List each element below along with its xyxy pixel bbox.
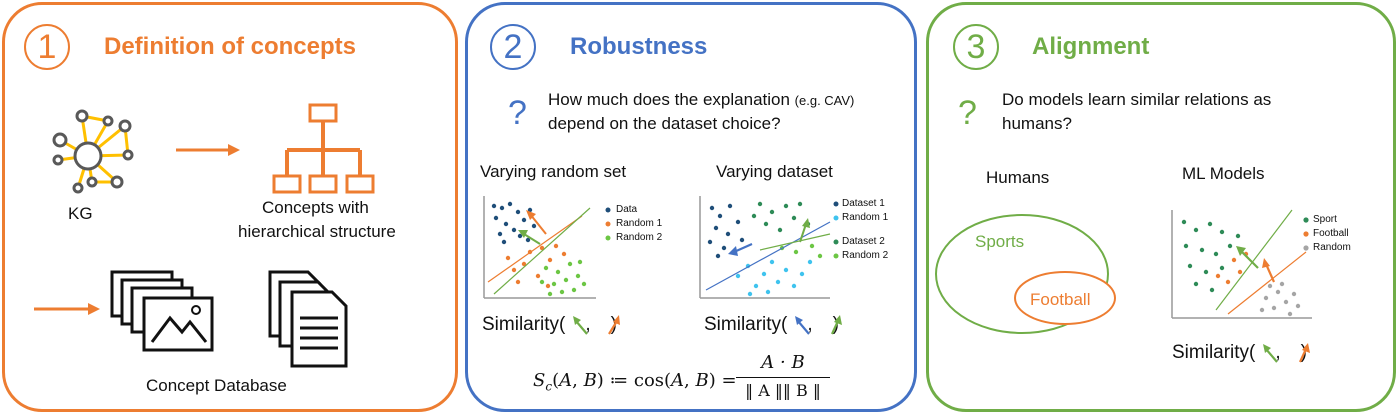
knowledge-graph-icon <box>52 109 134 194</box>
image-stack-icon <box>110 270 214 352</box>
arrow-right-icon <box>34 303 100 315</box>
panel-title: Robustness <box>570 33 708 60</box>
venn-sports-label: Sports <box>975 232 1025 251</box>
similarity-ml: Similarity(,) <box>1172 342 1307 363</box>
ml-models-label: ML Models <box>1182 164 1265 183</box>
step-number: 3 <box>953 24 999 70</box>
blue-arrow-icon <box>795 316 810 335</box>
database-label: Concept Database <box>146 376 287 395</box>
orange-arrow-icon <box>1299 343 1310 363</box>
hierarchy-label-line2: hierarchical structure <box>238 222 396 241</box>
venn-diagram <box>935 214 1116 334</box>
document-stack-icon <box>268 270 348 368</box>
venn-football-label: Football <box>1030 290 1091 309</box>
ml-models-scatter-plot <box>1171 209 1312 319</box>
question-mark-icon: ? <box>508 94 527 132</box>
similarity-left: Similarity(,) <box>482 314 617 335</box>
question-line1: How much does the explanation (e.g. CAV) <box>548 90 855 109</box>
legend-item: Random 2 <box>616 232 663 243</box>
left-plot-title: Varying random set <box>480 162 627 181</box>
similarity-right: Similarity(,) <box>704 314 839 335</box>
panel-title: Alignment <box>1032 33 1150 60</box>
varying-dataset-scatter-plot <box>699 196 839 299</box>
question-line1: Do models learn similar relations as <box>1002 90 1272 109</box>
legend-item: Random 1 <box>842 212 889 223</box>
legend-item: Dataset 1 <box>842 198 885 209</box>
step-number: 1 <box>24 24 70 70</box>
arrow-right-icon <box>176 144 240 156</box>
right-plot-title: Varying dataset <box>716 162 833 181</box>
legend-item: Dataset 2 <box>842 236 885 247</box>
alignment-panel <box>926 2 1396 412</box>
legend-item: Random 1 <box>616 218 663 229</box>
random-set-scatter-plot <box>483 196 611 299</box>
humans-label: Humans <box>986 168 1050 187</box>
panel-title: Definition of concepts <box>104 33 356 60</box>
question-line2: depend on the dataset choice? <box>548 114 781 133</box>
robustness-panel <box>465 2 917 412</box>
legend-item: Random <box>1313 242 1351 253</box>
legend-item: Random 2 <box>842 250 889 261</box>
step-number: 2 <box>490 24 536 70</box>
question-mark-icon: ? <box>958 94 977 132</box>
formula-denominator: ‖ A ‖‖ B ‖ <box>745 381 821 400</box>
legend-item: Football <box>1313 228 1349 239</box>
orange-arrow-icon <box>608 315 620 335</box>
fraction-bar <box>736 377 830 378</box>
green-arrow-icon <box>831 315 842 335</box>
kg-label: KG <box>68 204 93 223</box>
cosine-formula-lhs: Sc(A, B) ≔ cos(A, B) = <box>533 370 737 394</box>
definition-panel <box>2 2 458 412</box>
question-line2: humans? <box>1002 114 1072 133</box>
hierarchy-icon <box>272 103 375 194</box>
green-arrow-icon <box>1263 344 1278 363</box>
hierarchy-label-line1: Concepts with <box>262 198 369 217</box>
legend-item: Data <box>616 204 638 215</box>
green-arrow-icon <box>573 316 588 335</box>
formula-numerator: A · B <box>761 352 805 373</box>
legend-item: Sport <box>1313 214 1337 225</box>
